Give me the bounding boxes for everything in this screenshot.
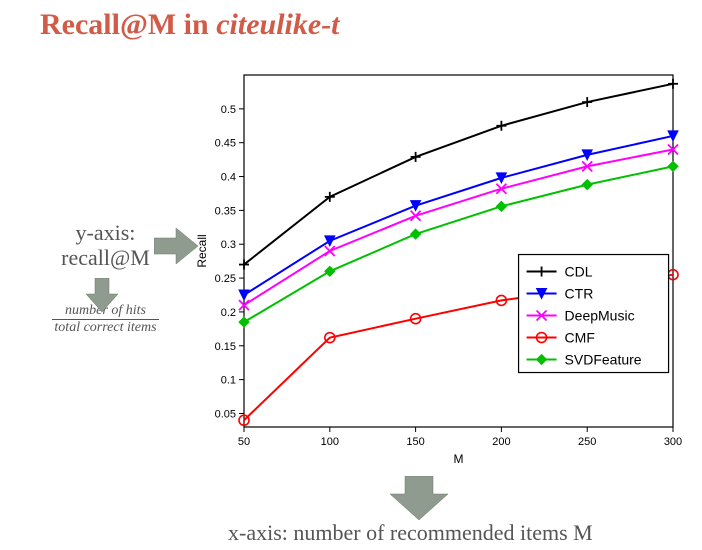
svg-text:0.05: 0.05 [215, 408, 236, 420]
svg-text:150: 150 [406, 436, 424, 448]
page-title: Recall@M in citeulike-t [40, 8, 340, 42]
svg-text:CTR: CTR [565, 286, 594, 302]
svg-text:DeepMusic: DeepMusic [565, 308, 635, 324]
legend: CDL CTR DeepMusic CMF SVDFeature [519, 255, 669, 373]
svg-text:200: 200 [492, 436, 510, 448]
svg-text:M: M [454, 452, 464, 466]
svg-text:CDL: CDL [565, 264, 593, 280]
svg-text:0.45: 0.45 [215, 138, 236, 150]
svg-text:0.2: 0.2 [221, 307, 236, 319]
svg-text:0.15: 0.15 [215, 341, 236, 353]
arrow-down-large-icon [390, 476, 448, 520]
x-axis-annotation: x-axis: number of recommended items M [228, 520, 593, 546]
svg-text:0.35: 0.35 [215, 205, 236, 217]
svg-text:0.3: 0.3 [221, 239, 236, 251]
svg-text:SVDFeature: SVDFeature [565, 352, 642, 368]
svg-text:Recall: Recall [195, 234, 209, 267]
svg-text:50: 50 [238, 436, 250, 448]
svg-text:CMF: CMF [565, 330, 595, 346]
arrow-down-small-icon [86, 278, 118, 312]
svg-text:300: 300 [664, 436, 682, 448]
title-dataset: citeulike-t [216, 8, 339, 41]
svg-text:0.5: 0.5 [221, 104, 236, 116]
svg-text:100: 100 [321, 436, 339, 448]
recall-chart: 50 100 150 200 250 300 0.05 0.1 0.15 0.2 0.25 0.3 0.… [190, 65, 685, 478]
y-axis-frac-den: total correct items [52, 320, 158, 336]
title-prefix: Recall@M in [40, 8, 216, 41]
svg-text:0.1: 0.1 [221, 375, 236, 387]
svg-text:0.4: 0.4 [221, 172, 236, 184]
svg-text:0.25: 0.25 [215, 273, 236, 285]
svg-text:250: 250 [578, 436, 596, 448]
